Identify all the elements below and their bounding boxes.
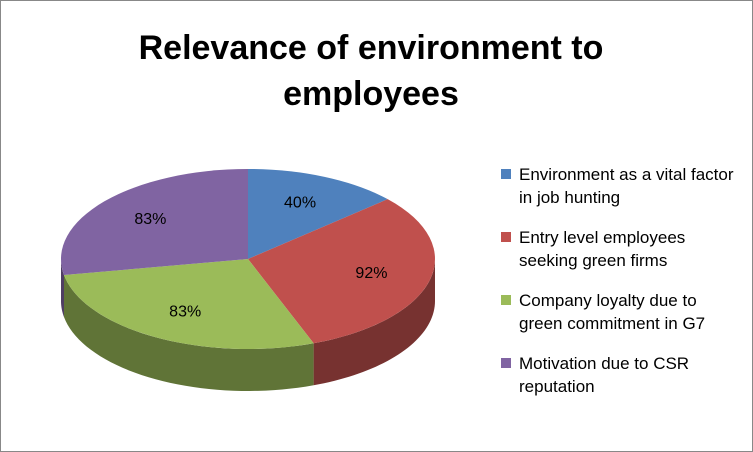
data-label: 92% [355,265,387,282]
slice [248,169,388,259]
slice [248,199,436,344]
legend-label: Environment as a vital factor in job hun… [519,165,734,207]
data-label: 83% [134,211,166,228]
legend-swatch [501,232,511,242]
legend-label: Motivation due to CSR reputation [519,354,690,396]
slice [60,169,248,276]
slice-side [61,259,64,318]
legend: Environment as a vital factor in job hun… [501,163,741,415]
chart-title: Relevance of environment to employees [138,29,604,113]
legend-item: Motivation due to CSR reputation [501,352,741,415]
legend-item: Company loyalty due to green commitment … [501,289,741,352]
slice [63,259,314,350]
legend-swatch [501,358,511,368]
legend-swatch [501,169,511,179]
legend-label: Entry level employees seeking green firm… [519,228,686,270]
legend-label: Company loyalty due to green commitment … [519,291,706,333]
legend-item: Entry level employees seeking green firm… [501,226,741,289]
slice-side [63,275,314,391]
legend-swatch [501,295,511,305]
slice-side [313,259,435,386]
data-label: 83% [169,303,201,320]
data-label: 40% [284,194,316,211]
legend-item: Environment as a vital factor in job hun… [501,163,741,226]
